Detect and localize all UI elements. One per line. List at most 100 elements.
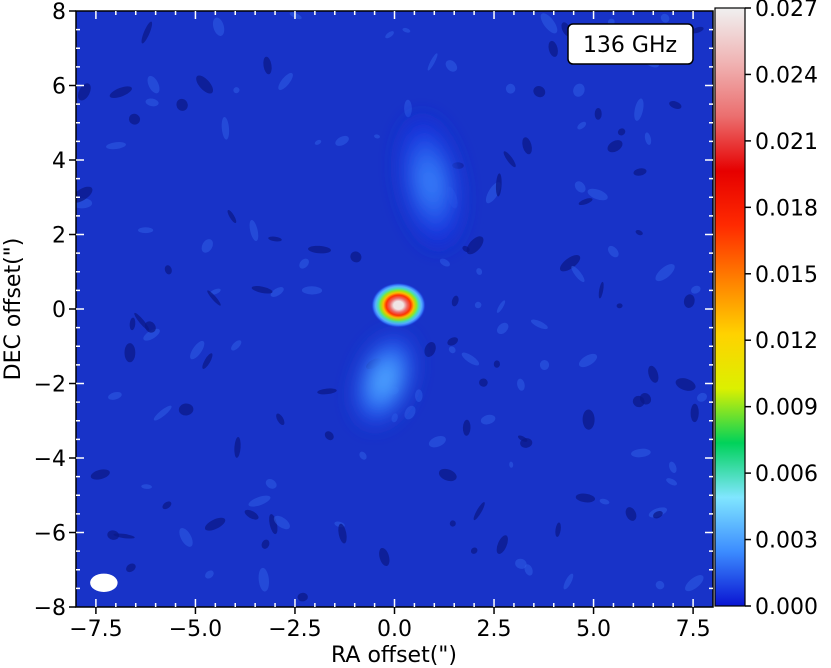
noise-speckle (251, 286, 273, 294)
inner-tick-marks (76, 11, 713, 607)
noise-speckle (530, 319, 548, 330)
noise-speckle (234, 437, 241, 458)
noise-speckle (164, 265, 172, 275)
noise-speckle (559, 255, 581, 272)
noise-speckle (587, 188, 608, 201)
noise-speckle (625, 507, 637, 521)
south-lobe-level (375, 366, 394, 394)
noise-speckle (124, 343, 136, 363)
noise-speckle (555, 522, 561, 537)
noise-speckle (162, 501, 172, 510)
noise-speckle (141, 21, 153, 44)
noise-speckle (496, 535, 508, 554)
noise-speckle (517, 378, 525, 391)
noise-speckle (90, 469, 110, 480)
noise-speckle (669, 461, 677, 473)
frequency-annotation: 136 GHz (567, 23, 694, 65)
colorbar-tick-label: 0.009 (755, 396, 818, 421)
noise-speckle (578, 353, 598, 368)
noise-speckle (190, 340, 205, 360)
noise-speckle (212, 17, 225, 36)
colorbar-gradient (714, 7, 746, 607)
noise-speckle (635, 229, 643, 236)
colorbar-tick-label: 0.012 (755, 329, 818, 354)
noise-speckle (268, 236, 282, 242)
noise-speckle (273, 515, 290, 530)
y-tick-label: 8 (52, 0, 66, 25)
noise-speckle (204, 517, 226, 531)
beam-ellipse (90, 573, 118, 593)
y-tick-label: 2 (52, 224, 66, 249)
noise-speckle (598, 281, 604, 299)
x-tick-label: −2.5 (268, 617, 321, 642)
colorbar: 0.000 0.003 0.006 0.009 0.012 0.015 0.018 0.021… (714, 0, 818, 620)
annotation-box (567, 23, 694, 65)
noise-speckle (314, 139, 322, 145)
noise-speckle (209, 288, 221, 295)
noise-speckle (202, 353, 213, 369)
noise-speckle (669, 101, 682, 109)
noise-speckle (138, 227, 154, 234)
y-axis: −8 −6 −4 −2 0 2 4 6 8 (34, 0, 76, 621)
noise-speckle (265, 479, 277, 489)
colorbar-tick-label: 0.003 (755, 529, 818, 554)
noise-speckle (683, 294, 695, 308)
noise-speckle (385, 31, 394, 39)
noise-speckle (479, 378, 488, 387)
colorbar-tick-label: 0.015 (755, 263, 818, 288)
noise-speckle (607, 245, 619, 258)
colorbar-tick-label: 0.021 (755, 130, 818, 155)
noise-speckle (509, 461, 514, 468)
noise-speckle (113, 533, 135, 539)
y-tick-label: 4 (52, 149, 66, 174)
noise-speckle (690, 285, 701, 294)
noise-speckle (77, 83, 91, 101)
noise-speckle (631, 448, 651, 458)
core-source (371, 282, 426, 328)
y-tick-label: 0 (52, 298, 66, 323)
noise-speckle (438, 468, 457, 482)
noise-speckle (76, 186, 93, 203)
noise-speckle (107, 530, 120, 540)
noise-speckle (578, 198, 593, 206)
noise-speckle (404, 405, 416, 420)
noise-speckle (201, 239, 213, 253)
noise-speckle (563, 573, 574, 590)
noise-speckle (427, 53, 438, 71)
noise-speckle (451, 295, 459, 307)
noise-speckle (466, 236, 484, 255)
noise-speckle (515, 558, 527, 569)
noise-speckle (379, 547, 390, 567)
noise-speckle (448, 346, 456, 354)
noise-speckle (470, 547, 478, 554)
noise-speckle (685, 575, 704, 592)
noise-speckle (617, 128, 626, 136)
noise-speckle (540, 13, 558, 34)
noise-speckle (582, 409, 595, 430)
noise-speckle (299, 258, 309, 269)
noise-speckle (428, 436, 446, 448)
noise-speckle (520, 438, 533, 448)
x-tick-label: 2.5 (477, 617, 512, 642)
noise-speckle (414, 389, 423, 403)
noise-speckle (338, 523, 347, 544)
noise-speckle (577, 121, 587, 130)
noise-speckle (196, 75, 214, 94)
noise-speckle (263, 56, 272, 75)
noise-speckle (297, 592, 308, 602)
noise-speckle (276, 413, 285, 426)
noise-speckle (449, 520, 456, 527)
colorbar-tick-label: 0.006 (755, 462, 818, 487)
noise-speckle (324, 431, 334, 441)
map-plot-area (75, 10, 714, 608)
noise-speckle (143, 328, 160, 341)
noise-speckle (696, 392, 708, 402)
noise-speckle (308, 245, 331, 254)
noise-speckle (153, 405, 172, 421)
x-tick-label: 7.5 (676, 617, 711, 642)
x-tick-label: 5.0 (576, 617, 611, 642)
noise-speckle (533, 85, 546, 98)
noise-speckle (571, 265, 585, 283)
noise-speckle (439, 258, 451, 267)
